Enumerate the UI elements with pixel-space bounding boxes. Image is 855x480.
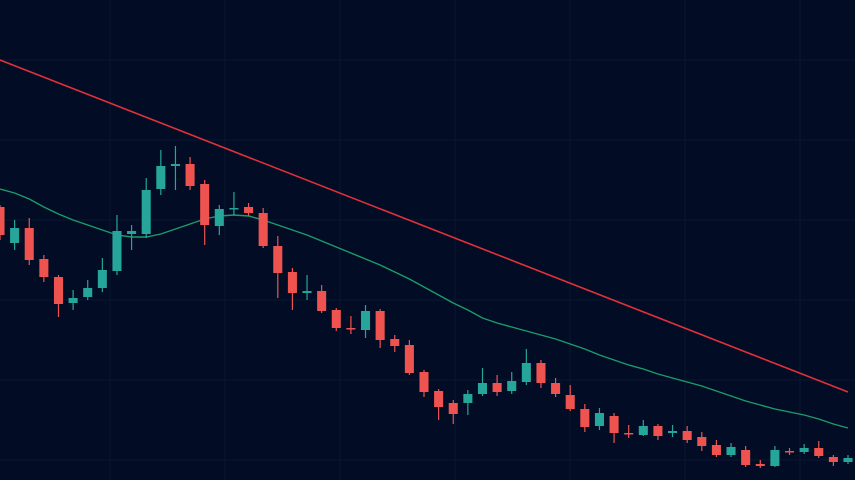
candle-body: [287, 272, 297, 293]
candle-body: [536, 363, 546, 383]
candle-body: [419, 372, 429, 392]
candle-body: [770, 450, 780, 466]
candle-body: [726, 447, 736, 455]
candle-body: [711, 445, 721, 455]
candle-body: [638, 426, 648, 435]
candle-body: [565, 395, 575, 409]
candle-body: [127, 231, 137, 234]
candle-body: [521, 363, 531, 382]
candle-body: [404, 345, 414, 373]
candle-body: [682, 431, 692, 440]
candle-body: [214, 209, 224, 226]
candle-body: [200, 184, 210, 225]
candle-body: [83, 288, 93, 297]
candle-body: [434, 391, 444, 407]
candle-body: [273, 246, 283, 273]
candle-body: [697, 437, 707, 446]
candle-body: [843, 458, 853, 462]
candle-body: [244, 207, 254, 213]
moving-average-line: [0, 188, 849, 429]
candle-body: [24, 228, 34, 260]
candle-body: [594, 413, 604, 426]
candle-body: [346, 328, 356, 330]
candle-body: [799, 448, 809, 452]
candle-body: [39, 259, 49, 277]
candle-body: [507, 381, 517, 391]
candle-body: [10, 228, 20, 243]
candle-body: [624, 433, 634, 435]
candle-body: [448, 403, 458, 414]
candle-body: [580, 409, 590, 427]
candle-body: [0, 207, 5, 235]
candle-body: [653, 426, 663, 436]
candle-body: [141, 190, 151, 234]
candle-body: [185, 164, 195, 186]
candle-body: [755, 464, 765, 466]
candle-body: [302, 291, 312, 293]
candle-body: [331, 310, 341, 328]
candle-body: [463, 394, 473, 403]
candle-body: [112, 231, 122, 271]
trend-line: [0, 59, 849, 393]
candle-body: [828, 457, 838, 462]
candle-body: [360, 311, 371, 330]
candle-body: [53, 277, 64, 304]
candle-body: [258, 213, 268, 246]
candle-body: [97, 270, 107, 288]
candle-body: [156, 166, 166, 189]
candle-body: [492, 383, 502, 392]
candle-body: [784, 451, 795, 453]
candle-body: [741, 450, 751, 465]
candle-body: [551, 383, 561, 394]
candle-body: [668, 431, 678, 433]
candle-body: [609, 416, 619, 433]
candle-body: [229, 208, 239, 210]
candle-body: [317, 291, 327, 311]
candle-body: [390, 339, 400, 346]
candle-body: [477, 383, 488, 394]
candle-body: [68, 298, 78, 303]
candle-body: [170, 164, 180, 166]
candle-body: [814, 448, 824, 456]
candle-body: [375, 311, 385, 340]
